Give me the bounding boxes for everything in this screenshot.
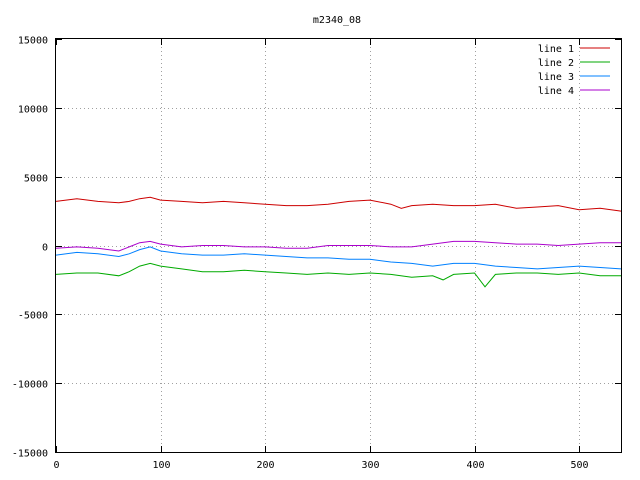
legend: line 1 line 2 line 3 line 4 (538, 44, 610, 97)
chart-title: m2340_08 (313, 15, 361, 26)
x-tick-label: 0 (53, 460, 59, 471)
legend-label-4: line 4 (538, 86, 574, 97)
plot-frame (55, 38, 622, 453)
x-tick-label: 200 (256, 460, 274, 471)
y-tick-label: 5000 (24, 174, 48, 185)
y-tick-label: -15000 (12, 449, 48, 460)
legend-label-1: line 1 (538, 44, 574, 55)
legend-label-3: line 3 (538, 72, 574, 83)
legend-label-2: line 2 (538, 58, 574, 69)
series-line-3 (55, 246, 622, 270)
x-tick-label: 300 (361, 460, 379, 471)
series-line-4 (55, 240, 621, 252)
x-tick-label: 500 (570, 460, 588, 471)
y-tick-label: 15000 (18, 36, 48, 47)
y-tick-label: -5000 (18, 311, 48, 322)
series-line-2 (55, 262, 621, 288)
y-tick-label: -10000 (12, 380, 48, 391)
x-tick-label: 100 (152, 460, 170, 471)
y-tick-label: 0 (42, 243, 48, 254)
grid-layer (56, 39, 621, 452)
series-line-1 (55, 196, 622, 212)
tick-layer: 0 100 200 300 400 500 -15000 -10000 -5000 0 5000 10… (12, 36, 621, 471)
x-tick-label: 400 (466, 460, 484, 471)
series-layer (55, 196, 622, 288)
y-tick-label: 10000 (18, 105, 48, 116)
